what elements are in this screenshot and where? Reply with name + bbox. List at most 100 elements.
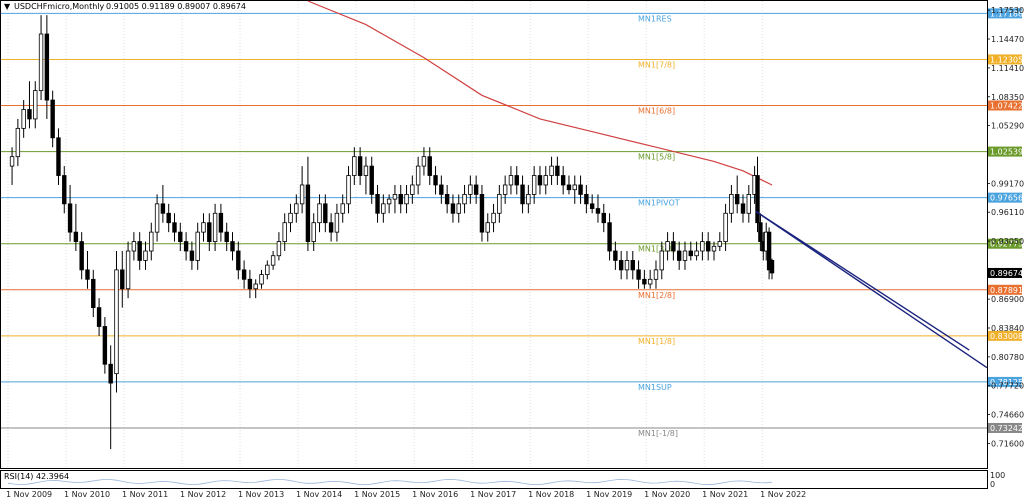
candle-body <box>218 212 224 233</box>
level-price-label: 1.07422 <box>990 102 1023 111</box>
candle-body <box>746 194 751 214</box>
candle-body <box>154 203 160 233</box>
candle-body <box>381 203 386 214</box>
candle-body <box>305 184 311 242</box>
trend-line[interactable] <box>755 210 988 369</box>
candle-body <box>357 156 363 176</box>
candle-body <box>114 269 119 375</box>
level-price-badge <box>988 238 1022 249</box>
candle-body <box>189 250 195 261</box>
candle-body <box>755 175 760 224</box>
level-name: MN1[5/8] <box>638 153 675 162</box>
candle-body <box>311 222 316 242</box>
collapse-arrow-icon[interactable]: ▼ <box>4 2 11 11</box>
level-price-label: 0.87891 <box>990 286 1023 295</box>
candle-body <box>212 212 218 242</box>
candle-body <box>125 250 131 290</box>
candle-body <box>758 222 763 242</box>
level-price-badge <box>988 192 1022 203</box>
candle-body <box>56 137 61 176</box>
candle-body <box>427 156 432 176</box>
candle-body <box>143 250 148 261</box>
y-tick-label: 0.83840 <box>991 324 1024 333</box>
candle-body <box>601 212 606 224</box>
candle-body <box>659 250 664 271</box>
candle-body <box>729 194 734 214</box>
candle-body <box>236 250 241 271</box>
level-price-badge <box>988 376 1022 387</box>
y-tick-label: 1.14470 <box>991 35 1024 44</box>
candle-body <box>340 203 345 214</box>
candle-body <box>265 264 270 275</box>
candle-body <box>415 165 421 186</box>
level-name: MN1RES <box>638 14 672 23</box>
level-price-badge <box>988 54 1022 65</box>
candle-body <box>769 259 775 274</box>
candle-body <box>323 203 328 224</box>
candle-body <box>299 184 305 205</box>
level-price-label: 0.73242 <box>990 424 1023 433</box>
candle-body <box>566 184 572 191</box>
candle-body <box>386 198 392 205</box>
rsi-scale-bottom: 0 <box>990 480 995 489</box>
level-price-label: 1.12305 <box>990 55 1023 64</box>
candles <box>9 15 775 450</box>
y-tick-label: 0.71600 <box>991 439 1024 448</box>
candle-body <box>149 231 154 252</box>
rsi-indicator <box>7 478 773 486</box>
candle-body <box>294 203 299 214</box>
level-name: MN1SUP <box>638 383 672 392</box>
candle-body <box>531 175 537 195</box>
candle-body <box>537 175 543 186</box>
price-plot-frame <box>0 0 988 469</box>
trend-lines[interactable] <box>755 210 988 369</box>
level-price-label: 1.17188 <box>990 9 1023 18</box>
x-tick-label: 1 Nov 2017 <box>470 490 516 499</box>
candle-body <box>96 307 102 327</box>
candle-body <box>491 212 496 224</box>
level-name: MN1PIVOT <box>638 199 680 208</box>
candle-body <box>508 175 514 186</box>
x-tick-label: 1 Nov 2021 <box>702 490 748 499</box>
candle-body <box>38 33 44 92</box>
rsi-label: RSI(14) 42.3964 <box>4 472 69 481</box>
candle-body <box>346 175 351 205</box>
candle-body <box>688 250 693 257</box>
candle-body <box>595 208 601 214</box>
candle-body <box>50 99 55 139</box>
candle-body <box>636 269 641 280</box>
candle-body <box>270 255 276 266</box>
candle-body <box>613 250 618 261</box>
candle-body <box>473 184 479 195</box>
candle-body <box>653 269 659 280</box>
time-axis: 1 Nov 2009 1 Nov 2010 1 Nov 2011 1 Nov 2012… <box>6 490 806 499</box>
x-tick-label: 1 Nov 2019 <box>586 490 632 499</box>
candle-body <box>766 231 772 271</box>
x-tick-label: 1 Nov 2011 <box>122 490 168 499</box>
trend-line[interactable] <box>755 210 970 351</box>
candle-body <box>27 109 32 120</box>
level-price-badge <box>988 422 1022 433</box>
x-tick-label: 1 Nov 2009 <box>6 490 52 499</box>
level-name: MN1[6/8] <box>638 107 675 116</box>
candle-body <box>404 194 409 205</box>
candle-body <box>44 33 50 101</box>
moving-average-line <box>307 0 773 186</box>
candle-body <box>497 194 502 214</box>
candle-body <box>369 165 374 195</box>
current-price-label: 0.89674 <box>990 269 1023 278</box>
candle-body <box>67 203 73 233</box>
candle-body <box>33 90 38 120</box>
candle-body <box>224 231 229 242</box>
candle-body <box>392 194 398 200</box>
candle-body <box>120 269 125 290</box>
candle-body <box>589 203 595 209</box>
candle-body <box>253 283 258 290</box>
price-axis: 1.17530 1.14470 1.11410 1.08350 1.05290 0.991… <box>987 6 1024 448</box>
candle-body <box>207 222 212 242</box>
y-tick-label: 0.80780 <box>991 353 1024 362</box>
level-price-label: 0.83008 <box>990 332 1023 341</box>
candle-body <box>526 194 531 205</box>
candle-body <box>410 184 415 195</box>
